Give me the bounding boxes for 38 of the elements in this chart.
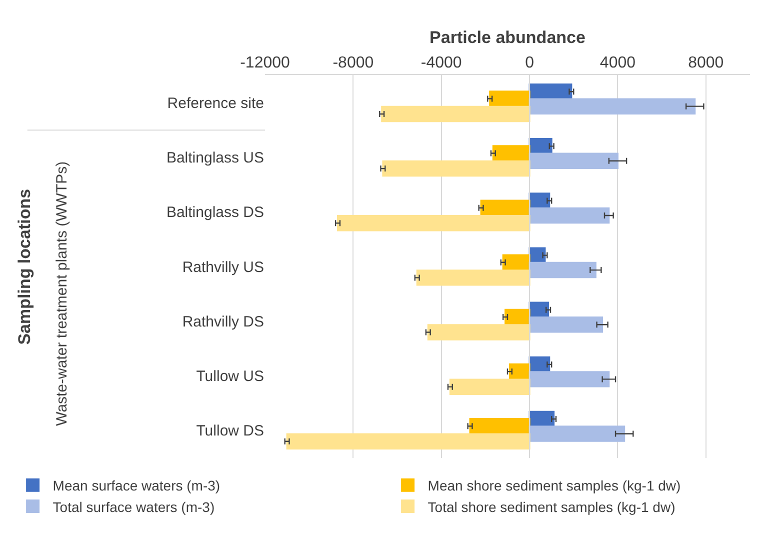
- x-tick-label: -8000: [332, 54, 374, 72]
- bar: [382, 160, 530, 177]
- bar: [489, 90, 530, 107]
- y-tick-label: Tullow US: [196, 368, 264, 385]
- legend-label: Mean shore sediment samples (kg-1 dw): [428, 478, 681, 494]
- x-tick-label: 8000: [688, 54, 724, 72]
- y-tick-label: Baltinglass DS: [166, 204, 264, 222]
- y-tick-label: Rathvilly US: [182, 258, 264, 276]
- legend-label: Total shore sediment samples (kg-1 dw): [428, 498, 676, 515]
- bar: [427, 324, 530, 340]
- x-tick-label: 0: [525, 54, 534, 72]
- bar: [492, 145, 530, 162]
- y-tick-label: Tullow DS: [196, 422, 264, 440]
- bar: [528, 371, 610, 388]
- bar: [337, 215, 530, 232]
- x-tick-label: -4000: [420, 54, 462, 72]
- y-tick-label: Rathvilly DS: [182, 313, 264, 330]
- x-tick-label: -12000: [240, 54, 290, 72]
- legend-label: Mean surface waters (m-3): [52, 478, 220, 494]
- y-tick-label: Baltinglass US: [166, 150, 264, 167]
- bar: [480, 200, 530, 216]
- x-axis-title: Particle abundance: [430, 28, 586, 48]
- bar: [381, 106, 530, 122]
- bar: [528, 262, 596, 278]
- text: Sampling locations: [14, 188, 34, 345]
- bar: [528, 316, 604, 333]
- bar: [286, 433, 530, 450]
- bar: [416, 270, 530, 286]
- legend-label: Total surface waters (m-3): [52, 498, 215, 515]
- text: Waste-water treatment plants (WWTPs): [53, 161, 70, 426]
- bar: [528, 98, 696, 114]
- x-tick-label: 4000: [600, 54, 636, 72]
- bar: [449, 378, 530, 395]
- y-tick-label: Reference site: [167, 95, 264, 112]
- bar: [469, 418, 530, 434]
- bar: [528, 207, 610, 224]
- bar: [528, 152, 618, 170]
- bar: [528, 426, 626, 442]
